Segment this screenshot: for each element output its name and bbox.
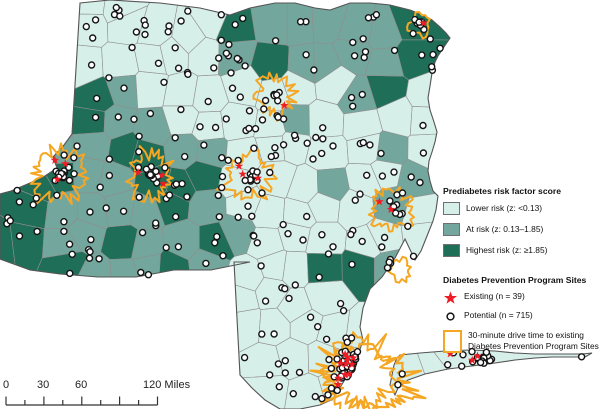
svg-text:30: 30 — [37, 379, 49, 391]
svg-text:0: 0 — [3, 379, 9, 391]
svg-text:120 Miles: 120 Miles — [143, 379, 191, 391]
svg-text:60: 60 — [75, 379, 87, 391]
